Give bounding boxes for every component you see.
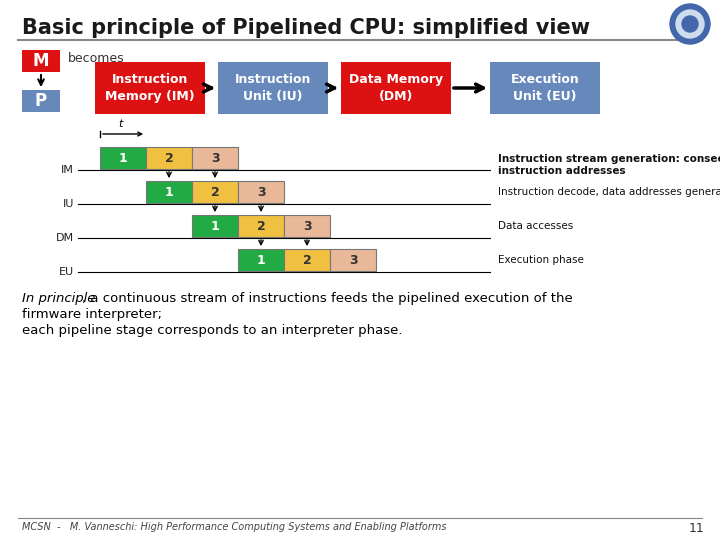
Bar <box>284 249 330 271</box>
Text: P: P <box>35 92 47 110</box>
Bar <box>146 181 192 203</box>
Text: IM: IM <box>61 165 74 175</box>
Text: DM: DM <box>56 233 74 243</box>
Bar <box>22 90 60 112</box>
Text: 2: 2 <box>211 186 220 199</box>
Bar <box>95 62 205 114</box>
Bar <box>192 215 238 237</box>
Bar <box>238 181 284 203</box>
Text: Execution phase: Execution phase <box>498 255 584 265</box>
Text: 2: 2 <box>256 219 266 233</box>
Text: Instruction
Memory (IM): Instruction Memory (IM) <box>105 73 195 103</box>
Text: EU: EU <box>59 267 74 277</box>
Bar <box>238 249 284 271</box>
Text: t: t <box>119 119 123 129</box>
Text: 3: 3 <box>348 253 357 267</box>
Text: firmware interpreter;: firmware interpreter; <box>22 308 162 321</box>
Circle shape <box>670 4 710 44</box>
Text: MCSN  -   M. Vanneschi: High Performance Computing Systems and Enabling Platform: MCSN - M. Vanneschi: High Performance Co… <box>22 522 446 532</box>
Text: 3: 3 <box>211 152 220 165</box>
Text: 3: 3 <box>302 219 311 233</box>
Text: 1: 1 <box>165 186 174 199</box>
Text: each pipeline stage corresponds to an interpreter phase.: each pipeline stage corresponds to an in… <box>22 324 402 337</box>
Text: Data accesses: Data accesses <box>498 221 573 231</box>
Text: Instruction
Unit (IU): Instruction Unit (IU) <box>235 73 311 103</box>
Text: In principle: In principle <box>22 292 95 305</box>
Text: Basic principle of Pipelined CPU: simplified view: Basic principle of Pipelined CPU: simpli… <box>22 18 590 38</box>
Text: becomes: becomes <box>68 51 125 64</box>
Text: 2: 2 <box>302 253 311 267</box>
Text: Data Memory
(DM): Data Memory (DM) <box>349 73 443 103</box>
Text: 1: 1 <box>256 253 266 267</box>
Circle shape <box>682 16 698 32</box>
Text: M: M <box>32 52 49 70</box>
Bar <box>146 147 192 169</box>
Text: 2: 2 <box>165 152 174 165</box>
Bar <box>341 62 451 114</box>
Text: , a continuous stream of instructions feeds the pipelined execution of the: , a continuous stream of instructions fe… <box>82 292 572 305</box>
Bar <box>22 50 60 72</box>
Bar <box>330 249 376 271</box>
Text: 11: 11 <box>688 522 704 535</box>
Bar <box>490 62 600 114</box>
Bar <box>218 62 328 114</box>
Bar <box>238 215 284 237</box>
Text: Instruction decode, data addresses generation: Instruction decode, data addresses gener… <box>498 187 720 197</box>
Circle shape <box>676 10 704 38</box>
Text: 1: 1 <box>211 219 220 233</box>
Bar <box>284 215 330 237</box>
Bar <box>100 147 146 169</box>
Text: Instruction stream generation: consecutive
instruction addresses: Instruction stream generation: consecuti… <box>498 154 720 176</box>
Text: IU: IU <box>63 199 74 209</box>
Text: 1: 1 <box>119 152 127 165</box>
Text: 3: 3 <box>257 186 265 199</box>
Bar <box>192 147 238 169</box>
Bar <box>192 181 238 203</box>
Text: Execution
Unit (EU): Execution Unit (EU) <box>510 73 580 103</box>
